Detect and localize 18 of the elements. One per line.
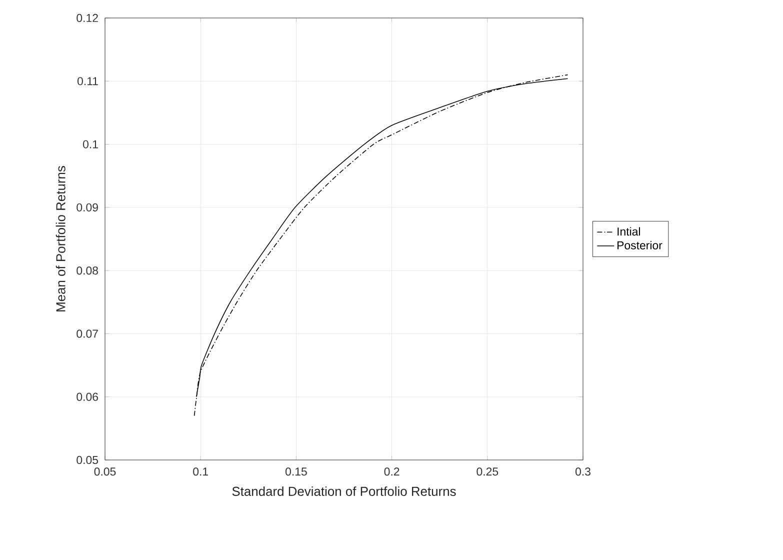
x-tick-label: 0.25 (476, 468, 498, 476)
x-tick-label: 0.1 (193, 468, 208, 476)
y-tick-label: 0.08 (76, 266, 98, 275)
x-axis-title: Standard Deviation of Portfolio Returns (232, 486, 456, 496)
x-tick-label: 0.3 (575, 468, 590, 476)
y-axis-title: Mean of Portfolio Returns (56, 166, 66, 312)
y-tick-label: 0.12 (76, 14, 98, 22)
y-tick-label: 0.07 (76, 330, 98, 338)
y-tick-label: 0.05 (76, 456, 98, 464)
x-tick-label: 0.15 (286, 468, 307, 476)
y-tick-label: 0.11 (77, 77, 98, 86)
x-tick-label: 0.05 (94, 468, 116, 476)
legend-label: Intial (618, 227, 640, 236)
x-tick-label: 0.2 (384, 468, 400, 476)
y-tick-label: 0.09 (76, 203, 98, 212)
y-tick-label: 0.1 (83, 140, 98, 148)
legend-label: Posterior (618, 240, 662, 250)
y-tick-label: 0.06 (76, 392, 98, 401)
